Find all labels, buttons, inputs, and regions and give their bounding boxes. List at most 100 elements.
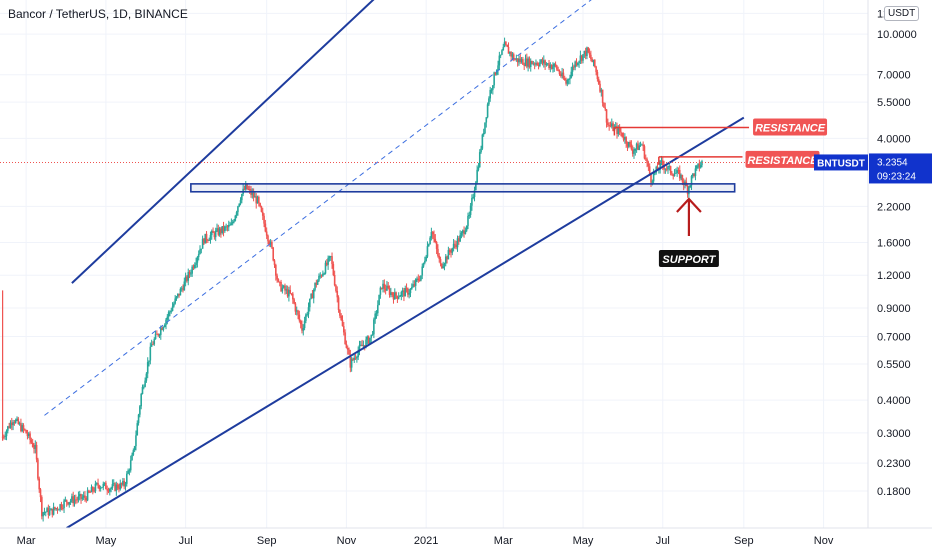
candle-body bbox=[536, 63, 539, 65]
candle-body bbox=[663, 165, 665, 170]
candle-body bbox=[288, 289, 290, 297]
candle-body bbox=[401, 290, 404, 293]
candle-body bbox=[404, 287, 407, 297]
drawings bbox=[0, 0, 868, 529]
candle-body bbox=[469, 205, 472, 215]
candle-body bbox=[176, 293, 179, 297]
candle-body bbox=[186, 276, 188, 281]
candle-body bbox=[310, 293, 312, 299]
candle-body bbox=[390, 292, 392, 295]
candle-body bbox=[207, 240, 209, 242]
candle-body bbox=[209, 235, 212, 241]
candle-body bbox=[437, 248, 439, 256]
candle-body bbox=[154, 333, 157, 340]
candle-body bbox=[608, 125, 610, 126]
candle-body bbox=[565, 80, 567, 84]
candle-body bbox=[523, 64, 525, 66]
annotations: RESISTANCE RESISTANCE SUPPORT BNTUSDT 3.2354… bbox=[658, 118, 932, 267]
candle-body bbox=[167, 312, 170, 317]
candle-body bbox=[481, 134, 484, 149]
candle-body bbox=[603, 102, 605, 108]
candle-body bbox=[537, 64, 540, 66]
candle-body bbox=[256, 196, 259, 204]
candle-body bbox=[5, 430, 8, 437]
candle-body bbox=[413, 284, 416, 286]
candle-body bbox=[455, 244, 458, 248]
candle-body bbox=[382, 283, 384, 289]
candle-body bbox=[269, 241, 272, 245]
price-tick-label: 7.0000 bbox=[877, 70, 911, 82]
candle-body bbox=[37, 459, 39, 479]
candle-body bbox=[698, 163, 701, 168]
price-axis-bg bbox=[868, 0, 932, 550]
candle-body bbox=[235, 212, 238, 216]
candle-body bbox=[199, 249, 201, 255]
candle-body bbox=[80, 494, 82, 499]
candle-body bbox=[195, 262, 197, 265]
candle-body bbox=[541, 59, 544, 64]
candle-body bbox=[30, 439, 33, 443]
countdown-tag: 09:23:24 bbox=[877, 171, 916, 182]
candle-body bbox=[309, 298, 311, 308]
candle-body bbox=[567, 79, 570, 80]
candle-body bbox=[584, 50, 587, 57]
price-tick-label: 0.9000 bbox=[877, 303, 911, 315]
candle-body bbox=[133, 446, 136, 451]
candle-body bbox=[268, 241, 271, 245]
candle-body bbox=[346, 347, 349, 350]
candle-body bbox=[25, 430, 27, 434]
candle-body bbox=[430, 232, 433, 238]
symbol-tag-bg bbox=[814, 154, 868, 171]
candle-body bbox=[618, 127, 621, 132]
candle-body bbox=[612, 123, 614, 131]
candle-body bbox=[630, 144, 633, 150]
candle-body bbox=[460, 232, 463, 235]
candle-body bbox=[292, 293, 294, 300]
price-tick-label: 0.7000 bbox=[877, 332, 911, 344]
support-label-bg bbox=[658, 250, 719, 267]
time-tick-label: May bbox=[95, 535, 116, 547]
candle-body bbox=[210, 231, 213, 236]
candle-body bbox=[38, 478, 41, 490]
candle-body bbox=[461, 230, 464, 233]
candle-body bbox=[67, 502, 69, 505]
candle-body bbox=[59, 504, 61, 510]
candle-body bbox=[243, 188, 246, 190]
candle-body bbox=[204, 233, 207, 244]
candle-body bbox=[505, 41, 507, 45]
candle-body bbox=[153, 339, 156, 345]
candle-body bbox=[128, 470, 131, 472]
candle-body bbox=[532, 63, 535, 65]
price-axis[interactable]: 12.000010.00007.00005.50004.00002.20001.… bbox=[867, 0, 932, 550]
candle-body bbox=[281, 287, 284, 292]
candle-body bbox=[84, 495, 86, 499]
candle-body bbox=[173, 303, 175, 307]
candle-body bbox=[122, 481, 124, 485]
candle-body bbox=[518, 58, 520, 63]
chart-title: Bancor / TetherUS, 1D, BINANCE bbox=[8, 7, 188, 21]
candle-body bbox=[599, 83, 601, 92]
candle-body bbox=[429, 237, 431, 245]
candle-body bbox=[329, 256, 332, 257]
candle-body bbox=[124, 483, 127, 487]
time-axis[interactable]: Mar May Jul Sep Nov 2021 Mar May Jul Sep Nov bbox=[0, 527, 932, 550]
currency-button[interactable]: USDT bbox=[884, 6, 920, 21]
candle-body bbox=[294, 303, 297, 312]
candle-body bbox=[146, 362, 149, 374]
candle-body bbox=[667, 166, 669, 170]
candle-body bbox=[699, 165, 702, 168]
candle-body bbox=[396, 295, 399, 299]
candle-body bbox=[408, 293, 410, 295]
candle-body bbox=[208, 240, 210, 241]
candle-body bbox=[303, 320, 306, 329]
candle-body bbox=[52, 506, 55, 515]
candle-body bbox=[144, 380, 146, 387]
candle-body bbox=[73, 499, 76, 504]
candle-body bbox=[320, 275, 323, 277]
candle-body bbox=[221, 226, 224, 233]
candle-body bbox=[365, 339, 367, 348]
price-tick-label: 0.5500 bbox=[877, 359, 911, 371]
candle-body bbox=[131, 454, 133, 461]
candle-body bbox=[170, 310, 173, 312]
